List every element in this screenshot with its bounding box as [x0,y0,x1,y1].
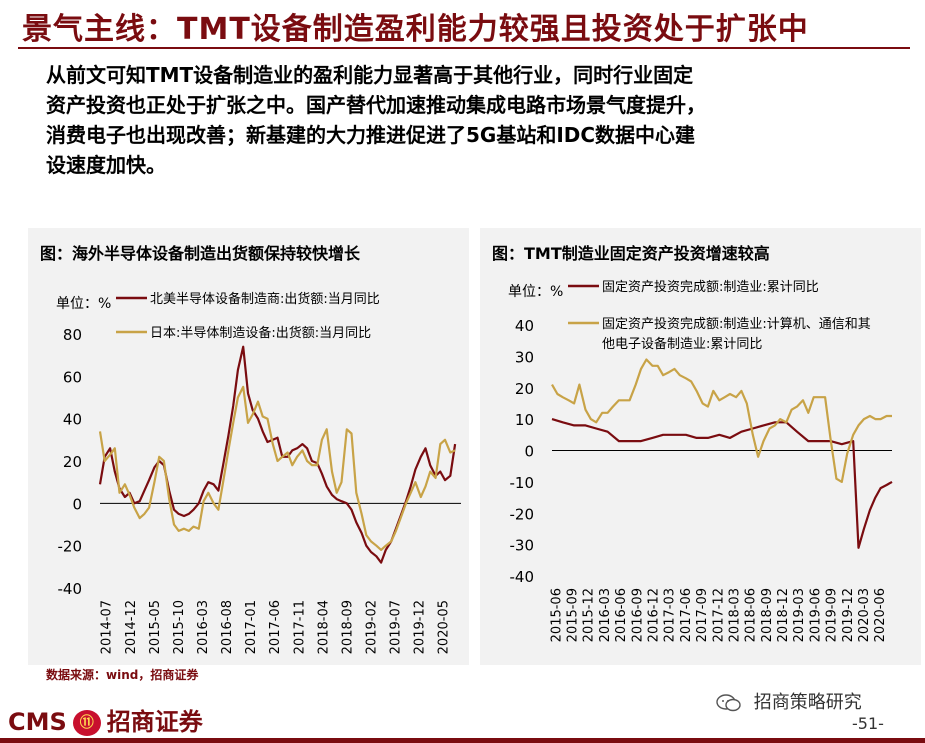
intro-line: 资产投资也正处于扩张之中。国产替代加速推动集成电路市场景气度提升， [46,93,706,117]
y-tick-label: -10 [510,474,535,492]
unit-label: 单位：% [56,296,111,312]
y-tick-label: 0 [524,443,534,461]
y-tick-label: 0 [72,495,82,513]
wechat-icon [716,694,741,712]
y-tick-label: -40 [58,580,83,598]
legend-label: 日本:半导体制造设备:出货额:当月同比 [150,325,371,341]
x-tick-label: 2015-10 [172,600,187,654]
y-tick-label: -20 [510,505,535,523]
wechat-account: 招商策略研究 [716,688,862,714]
x-tick-label: 2018-04 [316,600,331,654]
x-tick-label: 2019-06 [808,588,823,642]
page-title: 景气主线：TMT设备制造盈利能力较强且投资处于扩张中 [22,12,809,47]
x-tick-label: 2019-12 [413,600,428,654]
title-divider [18,47,910,49]
wechat-name: 招商策略研究 [753,692,862,713]
x-tick-label: 2014-07 [100,600,115,654]
x-tick-label: 2020-06 [873,588,888,642]
intro-line: 消费电子也出现改善；新基建的大力推进促进了5G基站和IDC数据中心建 [46,123,696,147]
x-tick-label: 2014-12 [124,600,139,654]
x-tick-label: 2020-05 [437,600,452,654]
x-tick-label: 2017-12 [711,588,726,642]
x-tick-label: 2017-06 [679,588,694,642]
x-tick-label: 2015-12 [582,588,597,642]
x-tick-label: 2020-03 [857,588,872,642]
x-tick-label: 2016-08 [220,600,235,654]
x-tick-label: 2017-01 [244,600,259,654]
y-tick-label: 30 [515,348,534,366]
x-tick-label: 2017-03 [663,588,678,642]
logo-badge-icon: ⑪ [72,710,101,736]
semiconductor-shipment-chart: 80 60 40 20 0 -20 -40 2014-07 2014-12 2015-05 2015… [56,291,461,654]
series-line [98,385,456,551]
x-tick-label: 2016-03 [598,588,613,642]
y-tick-label: 40 [515,317,534,335]
x-tick-label: 2015-06 [549,588,564,642]
x-tick-label: 2017-06 [268,600,283,654]
y-tick-label: 80 [63,326,82,344]
chart-panel-tmt-investment: 40 30 20 10 0 -10 -20 -30 -40 2015-06 2015-09 2015-… [480,228,921,665]
cms-logo: CMS ⑪ 招商证券 [8,702,203,737]
x-tick-label: 2015-09 [566,588,581,642]
x-tick-label: 2019-02 [364,600,379,654]
x-tick-label: 2017-09 [695,588,710,642]
x-tick-label: 2018-12 [776,588,791,642]
y-tick-label: -30 [510,537,535,555]
y-tick-label: 20 [63,453,82,471]
series-line [98,345,457,564]
x-tick-label: 2015-05 [148,600,163,654]
x-tick-label: 2016-03 [196,600,211,654]
y-tick-label: 40 [63,411,82,429]
y-tick-label: 10 [515,411,534,429]
x-tick-label: 2019-09 [825,588,840,642]
tmt-investment-chart: 40 30 20 10 0 -10 -20 -30 -40 2015-06 2015-09 2015-… [508,279,893,642]
chart-title: 图：海外半导体设备制造出货额保持较快增长 [40,244,361,263]
y-tick-label: -20 [58,538,83,556]
x-tick-label: 2016-12 [647,588,662,642]
chart-panel-semiconductor: 80 60 40 20 0 -20 -40 2014-07 2014-12 2015-05 2015… [28,228,469,665]
x-tick-label: 2016-06 [614,588,629,642]
legend-label: 他电子设备制造业:累计同比 [602,336,762,352]
y-tick-label: -40 [510,568,535,586]
legend-label: 北美半导体设备制造商:出货额:当月同比 [150,291,380,307]
data-source: 数据来源：wind，招商证券 [46,668,199,682]
x-tick-label: 2018-09 [340,600,355,654]
x-tick-label: 2018-03 [727,588,742,642]
series-line [551,418,893,549]
chart-title: 图：TMT制造业固定资产投资增速较高 [492,244,770,263]
cms-logo-text: CMS [8,708,67,736]
bottom-divider [0,738,925,743]
unit-label: 单位：% [508,284,563,300]
legend-label: 固定资产投资完成额:制造业:计算机、通信和其 [602,316,871,332]
x-tick-label: 2018-09 [760,588,775,642]
y-tick-label: 60 [63,368,82,386]
x-tick-label: 2019-12 [841,588,856,642]
x-tick-label: 2016-09 [630,588,645,642]
intro-line: 设速度加快。 [46,153,166,177]
intro-line: 从前文可知TMT设备制造业的盈利能力显著高于其他行业，同时行业固定 [46,63,694,87]
series-line [551,358,892,483]
x-tick-label: 2019-03 [792,588,807,642]
legend-label: 固定资产投资完成额:制造业:累计同比 [602,279,819,295]
intro-paragraph: 从前文可知TMT设备制造业的盈利能力显著高于其他行业，同时行业固定 资产投资也正… [46,60,896,180]
x-tick-label: 2017-11 [292,600,307,654]
y-tick-label: 20 [515,380,534,398]
x-tick-label: 2018-06 [744,588,759,642]
cms-logo-cn: 招商证券 [106,708,203,736]
page-number: -51- [852,714,884,733]
x-tick-label: 2019-07 [389,600,404,654]
